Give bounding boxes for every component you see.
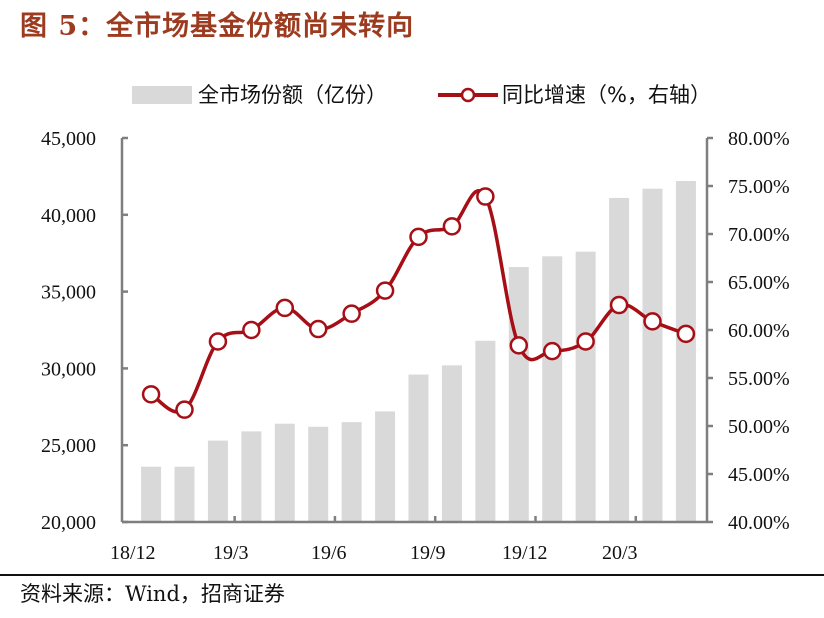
- left-axis-tick-label: 35,000: [41, 282, 96, 304]
- bar: [475, 340, 496, 522]
- line-series: [141, 187, 696, 419]
- bar: [575, 251, 596, 522]
- right-axis-tick-label: 75.00%: [728, 176, 790, 198]
- left-axis-tick-label: 30,000: [41, 358, 96, 380]
- left-axis-tick-label: 25,000: [41, 435, 96, 457]
- line-marker: [308, 319, 328, 339]
- line-marker: [175, 400, 194, 419]
- right-axis-tick-label: 65.00%: [728, 272, 790, 294]
- tick-labels: 20,000 25,000 30,000 35,000 40,000 45,000 40.0…: [41, 128, 790, 564]
- line-marker: [542, 341, 562, 361]
- bar: [408, 374, 429, 522]
- right-axis-tick-label: 40.00%: [728, 512, 790, 534]
- left-axis-tick-label: 45,000: [41, 128, 96, 150]
- legend-line-marker-icon: [460, 87, 476, 103]
- line-marker: [141, 385, 161, 404]
- line-marker: [375, 281, 395, 300]
- x-axis-tick-label: 19/6: [311, 542, 347, 564]
- legend: 全市场份额（亿份） 同比增速（%，右轴）: [132, 83, 711, 107]
- bar: [308, 426, 329, 522]
- legend-bar-label: 全市场份额（亿份）: [198, 83, 387, 107]
- line-marker: [208, 332, 228, 351]
- legend-bar-swatch: [132, 86, 192, 104]
- line-marker: [242, 320, 261, 340]
- x-axis-tick-label: 20/3: [602, 542, 638, 564]
- line-marker: [342, 304, 361, 323]
- line-marker: [676, 324, 696, 344]
- x-axis-tick-label: 19/9: [410, 542, 446, 564]
- x-axis-tick-label: 19/12: [502, 542, 548, 564]
- x-axis-tick-label: 19/3: [213, 542, 249, 564]
- right-axis-tick-label: 45.00%: [728, 464, 790, 486]
- bar: [542, 256, 563, 522]
- bar: [675, 181, 696, 522]
- line-marker: [576, 332, 595, 351]
- source-divider: [0, 574, 824, 576]
- left-axis-tick-label: 40,000: [41, 205, 96, 227]
- bar: [241, 431, 262, 522]
- bar: [441, 365, 462, 522]
- bar: [207, 440, 228, 522]
- axes: [120, 136, 713, 524]
- figure-title: 图 5：全市场基金份额尚未转向: [20, 11, 415, 42]
- line-marker: [409, 227, 428, 247]
- bar: [341, 422, 362, 522]
- right-axis-tick-label: 80.00%: [728, 128, 790, 150]
- left-axis-tick-label: 20,000: [41, 512, 96, 534]
- bar: [375, 411, 396, 522]
- legend-line-label: 同比增速（%，右轴）: [502, 83, 711, 107]
- bar: [141, 466, 162, 522]
- line-marker: [442, 217, 462, 236]
- bar: [642, 188, 663, 523]
- right-axis-tick-label: 55.00%: [728, 368, 790, 390]
- bar: [508, 267, 529, 522]
- line-marker: [275, 298, 295, 318]
- line-marker: [476, 187, 495, 206]
- bar: [274, 423, 295, 522]
- line-marker: [509, 336, 529, 355]
- bar: [609, 197, 630, 523]
- right-axis-tick-label: 60.00%: [728, 320, 790, 342]
- right-axis-tick-label: 70.00%: [728, 224, 790, 246]
- right-axis-tick-label: 50.00%: [728, 416, 790, 438]
- bar: [174, 466, 195, 522]
- line-marker: [609, 295, 629, 315]
- line-marker: [643, 312, 662, 331]
- source-note: 资料来源：Wind，招商证券: [20, 582, 285, 606]
- x-axis-tick-label: 18/12: [110, 542, 156, 564]
